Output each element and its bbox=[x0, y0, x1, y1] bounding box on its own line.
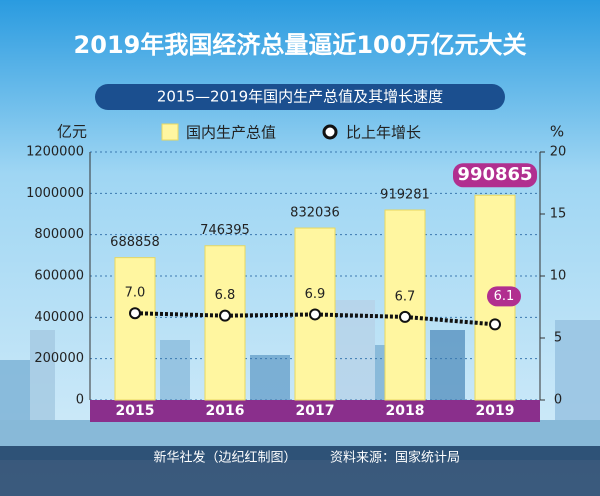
y-tick-label: 800000 bbox=[34, 227, 84, 242]
x-tick-label: 2017 bbox=[296, 403, 335, 419]
line-value-label: 6.8 bbox=[215, 288, 236, 303]
y2-tick-label: 15 bbox=[550, 207, 567, 222]
y-tick-label: 0 bbox=[76, 393, 84, 408]
line-point bbox=[489, 318, 501, 331]
y2-axis-label: % bbox=[550, 123, 564, 141]
y2-tick-label: 20 bbox=[550, 145, 567, 160]
y-tick-label: 1000000 bbox=[26, 186, 84, 201]
line-value-label: 7.0 bbox=[125, 286, 146, 301]
line-value-label: 6.9 bbox=[305, 287, 326, 302]
x-tick-label: 2016 bbox=[206, 403, 245, 419]
legend-swatch bbox=[322, 124, 338, 140]
x-tick-label: 2019 bbox=[476, 403, 515, 419]
value-label: 832036 bbox=[290, 206, 340, 221]
value-label: 688858 bbox=[110, 235, 160, 250]
category-band bbox=[90, 400, 540, 422]
footer-band bbox=[0, 446, 600, 496]
line-point bbox=[309, 308, 321, 321]
footer-credit: 新华社发（边纪红制图） bbox=[153, 450, 296, 466]
subtitle-banner bbox=[95, 84, 505, 110]
line-value-label: 6.1 bbox=[494, 289, 515, 304]
y-tick-label: 200000 bbox=[34, 351, 84, 366]
line-point bbox=[129, 307, 141, 320]
y-tick-label: 1200000 bbox=[26, 145, 84, 160]
value-label: 990865 bbox=[457, 164, 532, 185]
legend-label: 国内生产总值 bbox=[186, 124, 276, 142]
y2-tick-label: 0 bbox=[554, 393, 562, 408]
bar bbox=[114, 257, 156, 401]
chart-title: 2019年我国经济总量逼近100万亿元大关 bbox=[74, 31, 527, 59]
value-label: 746395 bbox=[200, 223, 250, 238]
bar bbox=[384, 209, 426, 401]
x-tick-label: 2018 bbox=[386, 403, 425, 419]
line-value-label: 6.7 bbox=[395, 289, 416, 304]
line-point bbox=[219, 309, 231, 322]
bar bbox=[204, 245, 246, 401]
y-tick-label: 400000 bbox=[34, 310, 84, 325]
line-point bbox=[399, 310, 411, 323]
y-axis-label: 亿元 bbox=[57, 123, 87, 141]
x-tick-label: 2015 bbox=[116, 403, 155, 419]
subtitle: 2015—2019年国内生产总值及其增长速度 bbox=[157, 88, 443, 106]
legend-label: 比上年增长 bbox=[346, 124, 421, 142]
legend-swatch bbox=[161, 123, 179, 141]
y-tick-label: 600000 bbox=[34, 269, 84, 284]
y2-tick-label: 10 bbox=[550, 269, 567, 284]
y2-tick-label: 5 bbox=[554, 331, 562, 346]
footer-source: 资料来源：国家统计局 bbox=[330, 450, 460, 466]
value-label: 919281 bbox=[380, 188, 430, 203]
value-label-box bbox=[453, 163, 537, 188]
value-label-box bbox=[487, 286, 521, 307]
